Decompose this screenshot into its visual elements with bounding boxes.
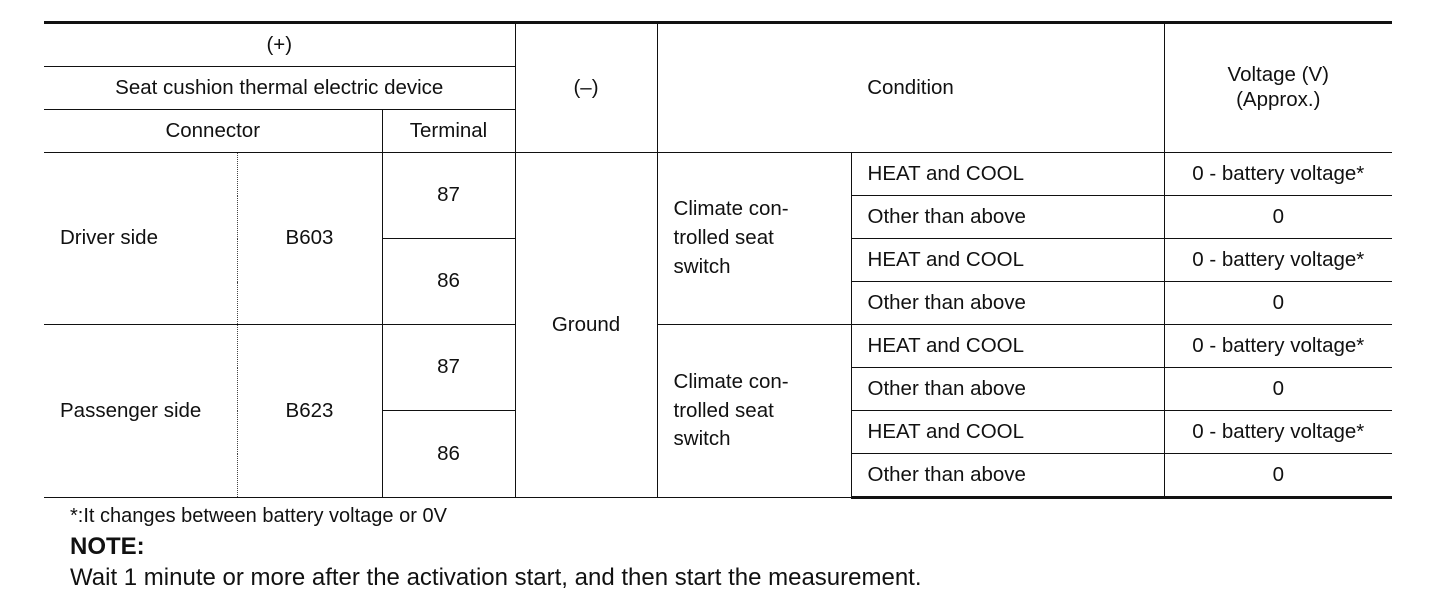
voltage-cell: 0	[1163, 195, 1393, 239]
minus-header: (–)	[514, 21, 658, 153]
side-cell: Driver side	[44, 152, 238, 325]
terminal-cell: 86	[381, 410, 516, 498]
condition-cell: Other than above	[850, 195, 1165, 239]
voltage-cell: 0 - battery voltage*	[1163, 238, 1393, 282]
ground-cell: Ground	[514, 152, 658, 498]
connector-cell: B603	[236, 152, 383, 325]
connector-cell: B623	[236, 324, 383, 498]
voltage-header-line1: Voltage (V)	[1227, 63, 1329, 87]
condition-cell: HEAT and COOL	[850, 324, 1165, 368]
voltage-spec-table: (+) (–) Condition Voltage (V) (Approx.) …	[44, 21, 1393, 499]
switch-cell: Climate con- trolled seat switch	[656, 152, 852, 325]
condition-cell: HEAT and COOL	[850, 152, 1165, 196]
switch-label: Climate con- trolled seat switch	[673, 369, 789, 451]
switch-label: Climate con- trolled seat switch	[673, 197, 789, 278]
condition-cell: HEAT and COOL	[850, 410, 1165, 454]
terminal-header: Terminal	[381, 109, 516, 153]
terminal-cell: 87	[381, 152, 516, 239]
terminal-cell: 87	[381, 324, 516, 411]
voltage-cell: 0	[1163, 367, 1393, 411]
footnote: *:It changes between battery voltage or …	[70, 505, 447, 527]
voltage-cell: 0 - battery voltage*	[1163, 410, 1393, 454]
voltage-cell: 0 - battery voltage*	[1163, 324, 1393, 368]
voltage-cell: 0 - battery voltage*	[1163, 152, 1393, 196]
condition-cell: Other than above	[850, 281, 1165, 325]
connector-header: Connector	[44, 109, 383, 153]
voltage-header: Voltage (V) (Approx.)	[1163, 21, 1393, 153]
voltage-cell: 0	[1163, 453, 1393, 499]
condition-cell: Other than above	[850, 367, 1165, 411]
side-cell: Passenger side	[44, 324, 238, 498]
device-header: Seat cushion thermal electric device	[44, 66, 516, 110]
switch-cell: Climate con- trolled seat switch	[656, 324, 852, 498]
plus-header: (+)	[44, 21, 516, 67]
condition-cell: HEAT and COOL	[850, 238, 1165, 282]
terminal-cell: 86	[381, 238, 516, 325]
voltage-header-line2: (Approx.)	[1236, 88, 1321, 111]
condition-header: Condition	[656, 21, 1165, 153]
voltage-cell: 0	[1163, 281, 1393, 325]
condition-cell: Other than above	[850, 453, 1165, 499]
note-title: NOTE:	[70, 533, 145, 560]
note-text: Wait 1 minute or more after the activati…	[70, 564, 922, 591]
